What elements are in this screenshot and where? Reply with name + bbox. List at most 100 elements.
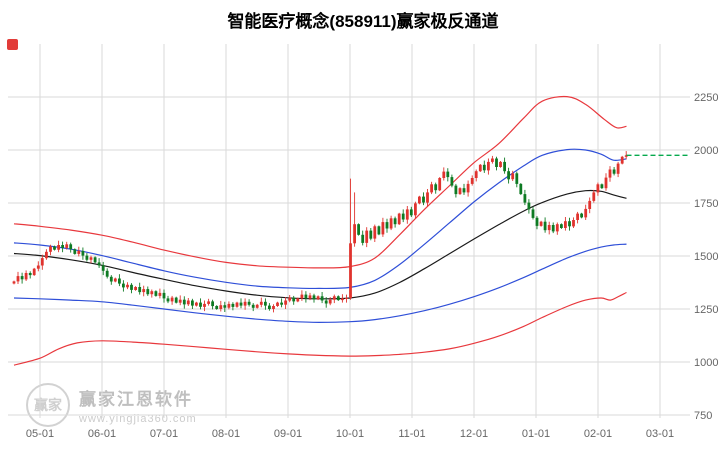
candle-body [272, 306, 275, 309]
candle-body [430, 184, 433, 193]
candle-body [527, 202, 531, 210]
candle-body [304, 294, 308, 299]
brand-logo-icon: 赢家 [26, 383, 70, 427]
candle-body [223, 305, 227, 308]
chart-title: 智能医疗概念(858911)赢家极反通道 [227, 12, 499, 31]
x-axis-label: 12-01 [460, 428, 488, 440]
candle-body [320, 296, 324, 301]
candle-body [409, 209, 413, 216]
candle-body [564, 221, 567, 228]
candle-body [462, 188, 466, 193]
candle-body [434, 184, 438, 191]
candle-body [154, 291, 158, 296]
candle-body [105, 270, 109, 277]
candle-body [231, 303, 235, 307]
candle-body [61, 245, 64, 248]
channel-line-middle [13, 189, 627, 300]
candle-body [401, 213, 405, 220]
candle-body [377, 226, 381, 235]
candle-body [28, 273, 32, 276]
candle-body [576, 213, 579, 220]
candle-body [547, 225, 551, 231]
candle-body [126, 284, 129, 288]
candle-body [207, 301, 210, 304]
candle-body [353, 224, 356, 244]
candle-body [101, 265, 105, 271]
candle-body [32, 268, 36, 276]
candle-body [134, 287, 137, 290]
candle-body [251, 304, 255, 308]
candle-body [85, 255, 89, 260]
candle-body [568, 221, 571, 227]
candle-body [118, 278, 121, 284]
candle-body [69, 244, 73, 250]
candle-body [40, 258, 44, 266]
x-axis-label: 07-01 [150, 428, 178, 440]
candle-body [255, 304, 259, 308]
candle-body [612, 169, 616, 174]
watermark-text: 赢家江恩软件 www.yingjia360.com [79, 385, 197, 425]
candle-body [515, 173, 519, 184]
candle-body [365, 230, 369, 243]
candle-body [507, 171, 510, 180]
candle-body [109, 276, 113, 282]
candle-body [531, 209, 535, 218]
candle-body [312, 295, 316, 300]
candle-body [300, 294, 304, 299]
candle-body [470, 178, 474, 184]
candle-body [503, 161, 506, 172]
candle-body [324, 300, 328, 304]
candle-body [195, 302, 198, 306]
candle-body [292, 297, 296, 302]
candle-body [418, 196, 421, 204]
candle-body [600, 184, 604, 189]
candle-body [211, 301, 214, 307]
candle-body [130, 284, 133, 290]
candle-body [113, 278, 117, 282]
candle-body [170, 297, 174, 302]
x-axis-label: 09-01 [274, 428, 302, 440]
candle-body [450, 177, 454, 186]
candle-body [146, 289, 150, 295]
x-axis-label: 08-01 [212, 428, 240, 440]
candle-body [45, 251, 48, 259]
candle-body [235, 302, 239, 307]
candle-body [203, 303, 206, 307]
channel-line-outer-upper [13, 95, 627, 269]
candle-body [584, 208, 588, 218]
candle-body [405, 209, 409, 220]
candle-body [268, 305, 271, 309]
candle-body [336, 296, 340, 301]
candle-body [555, 224, 559, 232]
candle-body [182, 299, 186, 305]
candle-body [288, 297, 292, 301]
y-axis-label: 750 [694, 410, 712, 422]
candle-body [49, 246, 52, 252]
candle-body [186, 300, 190, 305]
candle-body [20, 276, 24, 280]
candle-body [308, 295, 312, 299]
candle-body [466, 183, 470, 193]
candle-body [519, 183, 523, 195]
candle-body [414, 203, 417, 216]
candle-body [77, 250, 81, 254]
y-axis-label: 1500 [694, 251, 718, 263]
candle-body [138, 287, 142, 293]
x-axis-label: 06-01 [88, 428, 116, 440]
candle-body [458, 188, 462, 195]
candle-body [215, 306, 219, 309]
watermark-url: www.yingjia360.com [79, 413, 197, 425]
candle-body [89, 257, 93, 260]
candle-body [142, 289, 146, 293]
candle-body [93, 257, 97, 263]
candle-body [349, 243, 352, 298]
candle-body [57, 245, 60, 250]
candle-body [316, 296, 320, 300]
candle-body [572, 220, 575, 227]
candle-body [389, 218, 393, 229]
candle-body [24, 273, 28, 280]
x-axis-label: 01-01 [522, 428, 550, 440]
candle-body [499, 161, 502, 167]
candle-body [495, 158, 498, 167]
